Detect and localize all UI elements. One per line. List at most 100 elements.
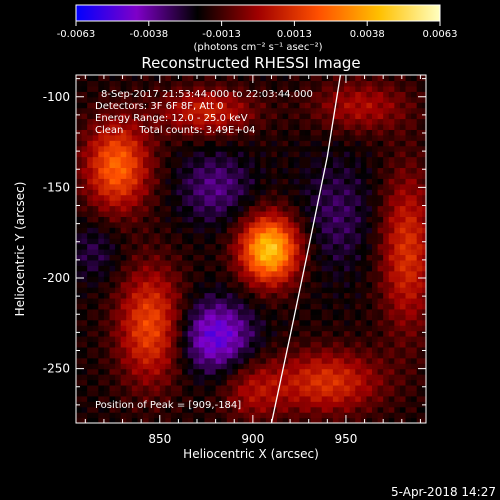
heatmap-cell <box>411 390 418 397</box>
heatmap-cell <box>282 292 289 299</box>
heatmap-cell <box>126 227 133 234</box>
heatmap-cell <box>366 341 373 348</box>
heatmap-cell <box>198 325 206 332</box>
heatmap-cell <box>210 406 217 413</box>
heatmap-cell <box>109 384 116 391</box>
heatmap-cell <box>131 297 139 304</box>
heatmap-cell <box>288 270 295 277</box>
heatmap-cell <box>226 395 233 402</box>
heatmap-cell <box>327 102 334 109</box>
heatmap-cell <box>372 352 379 359</box>
heatmap-cell <box>394 189 401 196</box>
heatmap-cell <box>411 140 418 147</box>
heatmap-cell <box>355 308 362 315</box>
heatmap-cell <box>143 259 150 266</box>
heatmap-cell <box>288 336 295 343</box>
heatmap-cell <box>282 363 289 370</box>
heatmap-cell <box>137 129 144 136</box>
heatmap-cell <box>215 162 222 169</box>
heatmap-cell <box>98 145 105 152</box>
heatmap-cell <box>215 140 222 147</box>
heatmap-cell <box>165 314 172 321</box>
heatmap-cell <box>143 265 150 272</box>
heatmap-cell <box>92 319 99 326</box>
heatmap-cell <box>193 357 200 364</box>
heatmap-cell <box>254 308 261 315</box>
heatmap-cell <box>115 216 122 223</box>
heatmap-cell <box>143 75 150 82</box>
heatmap-cell <box>215 178 222 185</box>
heatmap-cell <box>332 384 340 391</box>
heatmap-cell <box>92 91 99 98</box>
heatmap-cell <box>187 210 194 217</box>
heatmap-cell <box>81 395 88 402</box>
heatmap-cell <box>165 221 172 228</box>
heatmap-cell <box>137 140 144 147</box>
heatmap-cell <box>416 134 423 141</box>
heatmap-cell <box>366 254 373 261</box>
heatmap-cell <box>92 417 99 423</box>
heatmap-cell <box>193 325 200 332</box>
heatmap-cell <box>327 287 334 294</box>
heatmap-cell <box>87 205 94 212</box>
heatmap-cell <box>232 336 239 343</box>
heatmap-cell <box>187 281 194 288</box>
heatmap-cell <box>81 265 88 272</box>
heatmap-cell <box>265 406 273 413</box>
heatmap-cell <box>226 210 233 217</box>
heatmap-cell <box>338 123 345 130</box>
heatmap-cell <box>131 325 139 332</box>
heatmap-cell <box>344 308 351 315</box>
heatmap-cell <box>299 162 306 169</box>
heatmap-cell <box>260 259 267 266</box>
heatmap-cell <box>405 102 412 109</box>
heatmap-cell <box>299 210 306 217</box>
heatmap-cell <box>304 140 312 147</box>
heatmap-cell <box>109 221 116 228</box>
heatmap-cell <box>204 243 211 250</box>
heatmap-cell <box>143 406 150 413</box>
heatmap-cell <box>115 189 122 196</box>
heatmap-cell <box>221 205 228 212</box>
heatmap-cell <box>226 357 233 364</box>
heatmap-cell <box>221 232 228 239</box>
heatmap-cell <box>182 406 189 413</box>
heatmap-cell <box>170 134 178 141</box>
heatmap-cell <box>399 259 407 266</box>
heatmap-cell <box>416 107 423 114</box>
heatmap-cell <box>310 406 317 413</box>
heatmap-cell <box>360 336 368 343</box>
heatmap-cell <box>187 113 194 120</box>
heatmap-cell <box>237 281 245 288</box>
heatmap-cell <box>422 134 426 141</box>
heatmap-cell <box>193 178 200 185</box>
heatmap-cell <box>187 292 194 299</box>
heatmap-cell <box>299 341 306 348</box>
heatmap-cell <box>265 129 273 136</box>
heatmap-cell <box>304 123 312 130</box>
heatmap-cell <box>271 319 278 326</box>
heatmap-cell <box>170 113 178 120</box>
heatmap-cell <box>115 412 122 419</box>
heatmap-cell <box>399 123 407 130</box>
heatmap-cell <box>115 417 122 423</box>
heatmap-cell <box>215 102 222 109</box>
heatmap-cell <box>143 216 150 223</box>
heatmap-cell <box>277 406 284 413</box>
heatmap-cell <box>388 118 395 125</box>
heatmap-cell <box>416 123 423 130</box>
heatmap-cell <box>148 91 155 98</box>
heatmap-cell <box>260 189 267 196</box>
heatmap-cell <box>182 205 189 212</box>
heatmap-cell <box>204 107 211 114</box>
heatmap-cell <box>210 194 217 201</box>
heatmap-cell <box>260 129 267 136</box>
heatmap-cell <box>210 200 217 207</box>
heatmap-cell <box>137 227 144 234</box>
heatmap-cell <box>394 216 401 223</box>
heatmap-cell <box>394 390 401 397</box>
heatmap-cell <box>304 134 312 141</box>
heatmap-cell <box>321 123 328 130</box>
heatmap-cell <box>87 216 94 223</box>
heatmap-cell <box>422 216 426 223</box>
